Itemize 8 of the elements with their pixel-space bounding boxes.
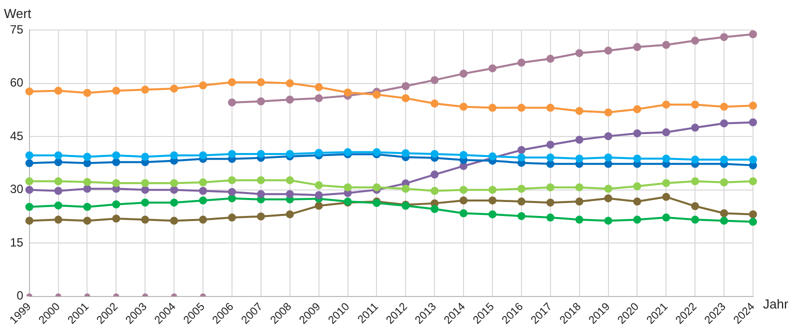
y-axis-title: Wert <box>4 6 32 21</box>
x-axis-title: Jahr <box>763 296 789 312</box>
y-tick-label: 45 <box>10 128 24 143</box>
y-tick-label: 15 <box>10 235 24 250</box>
y-tick-label: 30 <box>10 182 24 196</box>
y-tick-label: 60 <box>10 76 24 90</box>
y-tick-label: 75 <box>10 22 24 36</box>
y-tick-label: 0 <box>16 288 24 303</box>
